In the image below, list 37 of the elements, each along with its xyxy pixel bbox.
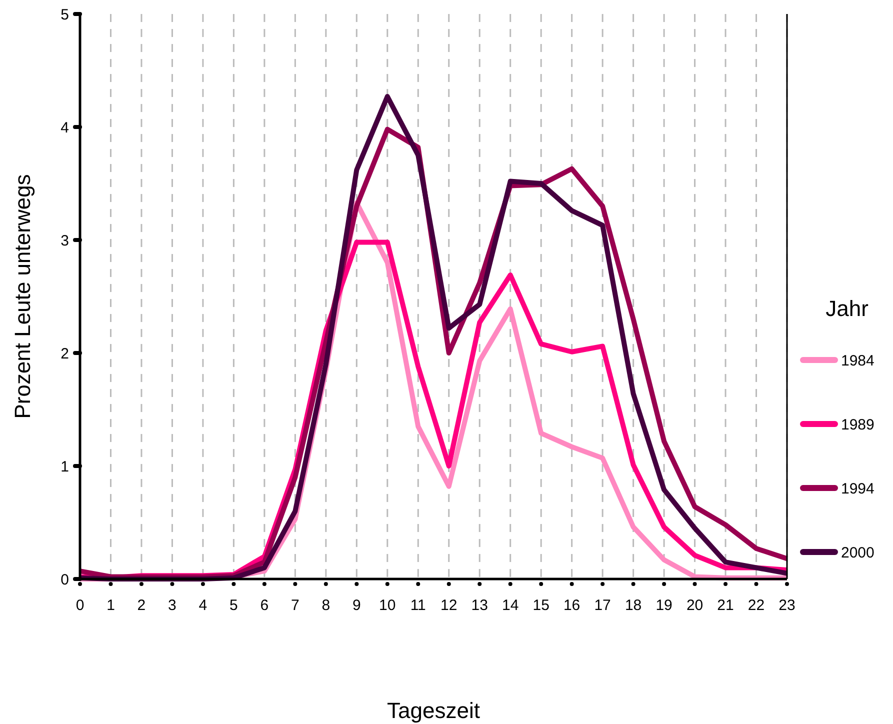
legend-label: 1989 <box>841 416 874 434</box>
x-tick-label: 5 <box>230 597 238 614</box>
y-tick-label: 0 <box>60 571 69 588</box>
x-tick-label: 7 <box>291 597 300 614</box>
x-tick-label: 4 <box>198 597 208 614</box>
x-tick-label: 16 <box>563 597 580 614</box>
y-tick-label: 3 <box>60 232 69 250</box>
x-tick-label: 17 <box>594 597 611 614</box>
x-tick-label: 12 <box>440 597 458 614</box>
x-tick-label: 23 <box>778 597 796 614</box>
x-tick-label: 8 <box>322 597 330 614</box>
legend-label: 1994 <box>841 480 874 498</box>
x-tick-label: 10 <box>379 597 396 614</box>
x-tick-label: 18 <box>624 597 642 614</box>
x-tick-label: 0 <box>76 597 84 614</box>
y-axis-title: Prozent Leute unterwegs <box>10 174 35 419</box>
x-tick-label: 20 <box>686 597 704 614</box>
x-tick-label: 13 <box>471 597 488 614</box>
x-tick-label: 15 <box>532 597 550 614</box>
x-tick-label: 21 <box>717 597 734 614</box>
legend-title: Jahr <box>826 296 868 321</box>
x-tick-label: 6 <box>260 597 269 614</box>
x-tick-label: 2 <box>137 597 146 614</box>
legend-label: 2000 <box>841 544 874 562</box>
x-tick-label: 3 <box>168 597 176 614</box>
y-tick-label: 1 <box>60 458 69 476</box>
x-tick-label: 1 <box>106 597 115 614</box>
x-tick-label: 14 <box>502 597 519 614</box>
y-tick-label: 4 <box>60 119 69 136</box>
x-tick-label: 9 <box>352 597 361 614</box>
y-tick-label: 5 <box>60 6 69 24</box>
y-tick-label: 2 <box>60 345 69 362</box>
x-tick-label: 11 <box>410 597 426 614</box>
legend-label: 1984 <box>841 352 874 370</box>
x-tick-label: 19 <box>656 597 672 614</box>
x-axis-title: Tageszeit <box>387 698 480 723</box>
x-tick-label: 22 <box>748 597 765 614</box>
